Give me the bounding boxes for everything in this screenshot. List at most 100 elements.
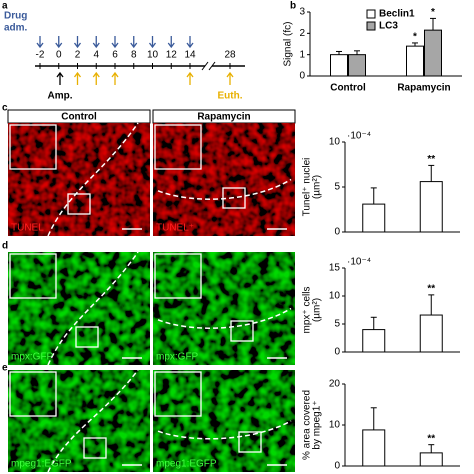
time-tick-label: 10: [147, 50, 159, 61]
y-tick-label: 15: [329, 263, 341, 274]
y-tick-label: 0: [334, 461, 340, 472]
bar: [330, 54, 348, 77]
arrow-head: [167, 42, 175, 49]
dashed-boundary: [157, 307, 292, 329]
bar: [419, 314, 443, 353]
y-tick-label: 5: [334, 319, 340, 330]
panel-label: e: [2, 363, 8, 374]
channel-label: TUNEL: [11, 223, 44, 234]
timeline: Drug adm. Amp. Euth.: [4, 11, 245, 102]
y-axis-label: % area covered: [302, 390, 313, 460]
significance: **: [427, 154, 435, 165]
arrow-head: [226, 71, 234, 78]
axis-multiplier: ·10⁻⁴: [347, 257, 371, 268]
column-header: Rapamycin: [197, 112, 250, 123]
inset-region: [230, 320, 254, 342]
drug-label: Drug: [4, 11, 27, 22]
channel-label: mpx:GFP: [11, 352, 54, 363]
inset-region: [75, 326, 99, 348]
time-tick-label: 14: [184, 50, 196, 61]
inset-region: [83, 437, 107, 459]
time-tick-label: 0: [56, 50, 62, 61]
time-tick-label: 12: [166, 50, 178, 61]
y-axis-label: Tunel⁺ nuclei: [302, 158, 313, 217]
arrow-head: [111, 71, 119, 78]
image-headers: Control Rapamycin: [7, 109, 296, 124]
y-axis-label: Signal (fc): [283, 21, 294, 66]
euth-label: Euth.: [218, 91, 243, 102]
legend-swatch: [366, 9, 376, 19]
panel-label: b: [290, 1, 296, 12]
dashed-boundary: [47, 251, 139, 366]
bar: [419, 452, 443, 467]
panel-label: c: [2, 103, 8, 114]
inset: [154, 124, 202, 170]
inset-region: [67, 193, 91, 215]
significance: **: [427, 284, 435, 295]
x-tick-label: Control: [330, 83, 366, 94]
y-axis-label: (µm²): [312, 298, 323, 322]
inset-region: [222, 187, 246, 209]
micrograph: [153, 123, 295, 236]
axis-break: [208, 61, 216, 71]
legend-label: LC3: [379, 21, 398, 32]
arrow-head: [130, 42, 138, 49]
time-tick-label: 2: [75, 50, 81, 61]
y-tick-label: 10: [329, 137, 341, 148]
bar: [424, 29, 442, 77]
y-tick-label: 20: [329, 379, 341, 390]
inset: [9, 371, 57, 417]
legend-label: Beclin1: [379, 9, 415, 20]
time-tick-label: 6: [112, 50, 118, 61]
bar: [406, 45, 424, 77]
arrow-head: [55, 42, 63, 49]
micrograph: [8, 123, 150, 236]
dashed-boundary: [47, 122, 139, 237]
micrograph: [8, 370, 150, 472]
channel-label: mpeg1:EGFP: [156, 459, 217, 470]
arrow-head: [73, 42, 82, 49]
arrow-head: [73, 71, 82, 78]
axis-multiplier: ·10⁻⁴: [347, 131, 371, 142]
inset: [9, 124, 57, 170]
panel-label: a: [2, 1, 8, 12]
panel-label: d: [2, 241, 8, 252]
dashed-boundary: [157, 420, 292, 440]
y-tick-label: 10: [329, 291, 341, 302]
time-tick-label: 28: [224, 50, 236, 61]
inset: [154, 371, 202, 417]
channel-label: TUNEL⁺: [156, 223, 194, 234]
y-tick-label: 3: [299, 7, 305, 18]
channel-label: mpx:GFP: [156, 352, 199, 363]
arrow-head: [111, 42, 119, 49]
arrow-head: [186, 42, 194, 49]
time-tick-label: 8: [131, 50, 137, 61]
channel-label: mpeg1:EGFP: [11, 459, 72, 470]
y-tick-label: 2: [299, 28, 305, 39]
significance: **: [427, 433, 435, 444]
y-tick-label: 10: [329, 420, 341, 431]
significance: *: [413, 32, 417, 43]
inset-region: [238, 431, 262, 453]
y-axis-label: (µm²): [312, 175, 323, 199]
bar: [362, 329, 386, 353]
arrow-head: [92, 71, 100, 78]
y-tick-label: 0: [299, 71, 305, 82]
legend-swatch: [366, 21, 376, 31]
micrograph: [8, 252, 150, 365]
y-axis-label: by mpeg1⁺: [312, 400, 323, 449]
inset: [9, 253, 57, 299]
arrow-head: [56, 71, 64, 78]
bar: [419, 181, 443, 233]
amp-label: Amp.: [48, 91, 73, 102]
bar: [362, 429, 386, 467]
micrograph: [153, 252, 295, 365]
significance: *: [431, 7, 435, 18]
arrow-head: [186, 71, 194, 78]
time-tick-label: 4: [93, 50, 99, 61]
arrow-head: [148, 42, 157, 49]
bar: [348, 54, 366, 77]
y-tick-label: 1: [299, 49, 305, 60]
y-tick-label: 0: [334, 227, 340, 238]
